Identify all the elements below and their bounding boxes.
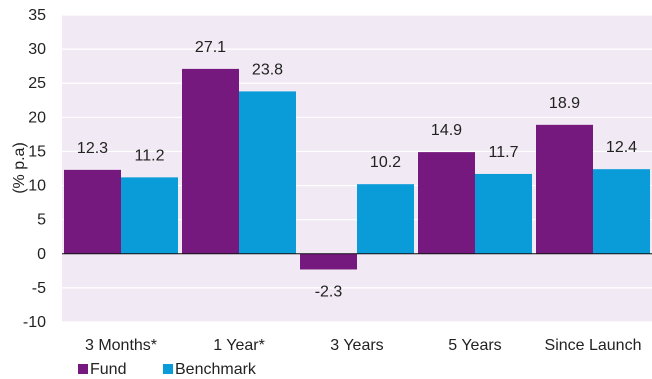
y-axis-label: (% p.a) [11,142,28,194]
x-axis-ticks: 3 Months* 1 Year* 3 Years 5 Years Since Laun… [85,337,642,354]
bar-fund [536,124,593,254]
data-label: -2.3 [315,283,343,300]
legend-label-benchmark: Benchmark [175,361,257,378]
x-tick-label: 1 Year* [213,337,265,354]
y-tick-label: 25 [28,75,46,92]
y-tick-label: 20 [28,109,46,126]
data-label: 10.2 [370,154,401,171]
data-labels: 12.3 11.2 27.1 23.8 -2.3 10.2 14.9 11.7 18.9 12.4 [77,39,637,301]
bar-benchmark [121,177,178,254]
bar-benchmark [593,169,650,254]
bar-fund [418,152,475,254]
bars [64,68,650,270]
legend-swatch-benchmark [163,364,173,374]
y-axis-ticks: 35 30 25 20 15 10 5 0 -5 -10 [23,7,46,331]
y-tick-label: -10 [23,314,46,331]
bar-benchmark [475,173,532,254]
data-label: 18.9 [549,95,580,112]
bar-fund [64,169,121,254]
legend-swatch-fund [78,364,88,374]
x-tick-label: 5 Years [448,337,501,354]
data-label: 11.2 [135,147,165,164]
y-tick-label: 30 [28,41,46,58]
bar-benchmark [239,91,296,254]
x-tick-label: Since Launch [545,337,642,354]
y-tick-label: 15 [28,143,46,160]
bar-fund [182,68,239,254]
y-tick-label: 5 [37,212,46,229]
x-tick-label: 3 Years [330,337,383,354]
bar-fund [300,253,357,270]
y-tick-label: 10 [28,178,46,195]
bar-benchmark [357,184,414,254]
data-label: 12.4 [606,139,637,156]
y-tick-label: 0 [37,246,46,263]
legend: Fund Benchmark [78,361,257,378]
data-label: 23.8 [252,61,283,78]
data-label: 27.1 [195,39,226,56]
y-tick-label: -5 [32,280,46,297]
data-label: 11.7 [489,144,519,161]
x-tick-label: 3 Months* [85,337,157,354]
data-label: 12.3 [77,140,108,157]
y-tick-label: 35 [28,7,46,24]
data-label: 14.9 [431,122,462,139]
legend-label-fund: Fund [90,361,126,378]
